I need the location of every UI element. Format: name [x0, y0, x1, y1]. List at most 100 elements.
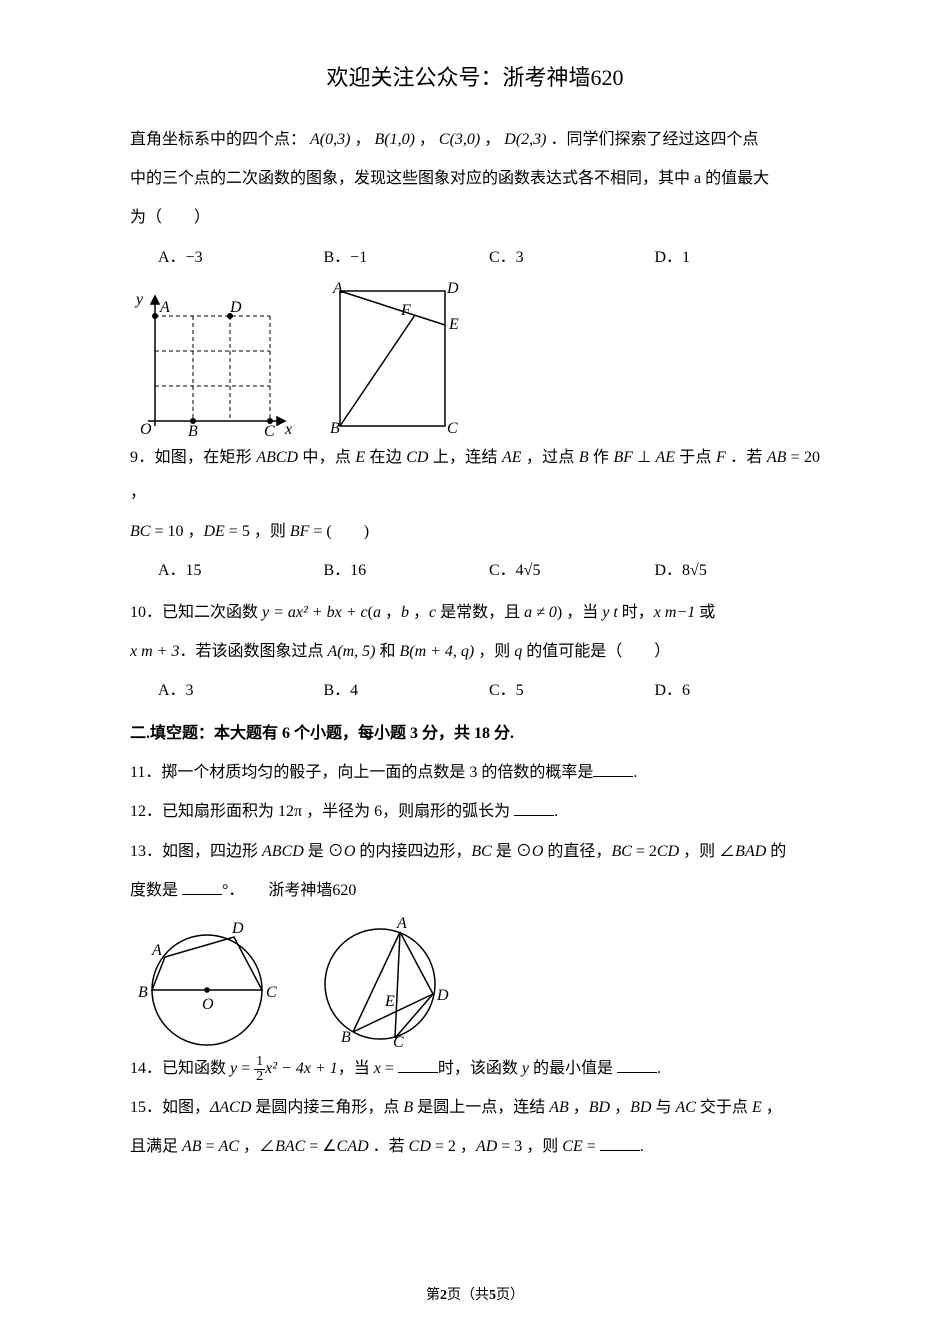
q10-xm1: x m−1	[654, 604, 695, 621]
q10-m2: 时，	[618, 604, 654, 621]
q10-m4: ，则	[474, 643, 514, 660]
q15-blank	[600, 1135, 640, 1151]
q15-ac2: AC	[219, 1138, 239, 1155]
q15-m3: 与	[651, 1099, 675, 1116]
q13-line2: 度数是 °． 浙考神墙620	[130, 873, 820, 908]
q10-m3: ．若该函数图象过点	[179, 643, 327, 660]
q8-optB: B．−1	[324, 240, 490, 275]
q13-m5: ，则 ∠	[679, 843, 735, 860]
q13-o2: O	[532, 843, 544, 860]
q9-optA: A．15	[158, 553, 324, 588]
q8-line1: 直角坐标系中的四个点： A(0,3) ， B(1,0) ， C(3,0) ， D…	[130, 122, 820, 157]
q15-eq3: = 2 ，	[431, 1138, 476, 1155]
q9-abcd: ABCD	[256, 449, 298, 466]
q9-ab: AB	[767, 449, 787, 466]
q15-cd: CD	[409, 1138, 431, 1155]
q13-bc: BC	[471, 843, 491, 860]
q8-ptA: A(0,3)	[310, 131, 350, 148]
footer-total: 5	[489, 1288, 496, 1303]
q10-c2: ，	[409, 604, 429, 621]
q13-o: O	[344, 843, 356, 860]
figures-q8-q9: y x O A B C D A B C D E F	[130, 281, 820, 436]
q13-cd: CD	[657, 843, 679, 860]
q10-line2: x m + 3．若该函数图象过点 A(m, 5) 和 B(m + 4, q) ，…	[130, 634, 820, 669]
q8-ptB: B(1,0)	[374, 131, 414, 148]
q9-eq10: = 10 ，	[150, 523, 203, 540]
q8-ptD: D(2,3)	[504, 131, 546, 148]
q14-m2: =	[381, 1060, 398, 1077]
q10-ptA: A(m, 5)	[327, 643, 375, 660]
q8-post: ．同学们探索了经过这四个点	[550, 131, 758, 148]
fig-circle2: A B C D E	[315, 912, 455, 1047]
q9-de: DE	[203, 523, 224, 540]
page-footer: 第2页（共5页）	[0, 1284, 950, 1304]
q14-den: 2	[254, 1070, 265, 1084]
q14-y2: y	[522, 1060, 529, 1077]
q10-c: c	[429, 604, 436, 621]
q9-ae: AE	[502, 449, 522, 466]
q9-m2: 在边	[365, 449, 406, 466]
q10-optC: C．5	[489, 673, 655, 708]
q9-bf2: BF	[290, 523, 310, 540]
q10-or: 或	[695, 604, 715, 621]
q8-line3: 为（ ）	[130, 200, 820, 235]
q10-b: b	[401, 604, 409, 621]
q9-m4: ，过点	[522, 449, 579, 466]
q15-m5: ．若	[369, 1138, 409, 1155]
q13-pre: 13．如图，四边形	[130, 843, 262, 860]
q13-eq: = 2	[632, 843, 657, 860]
footer-end: 页）	[496, 1288, 524, 1303]
q9-f: F	[716, 449, 726, 466]
q14-blank2	[617, 1057, 657, 1073]
q10-optB: B．4	[324, 673, 490, 708]
q15-line2: 且满足 AB = AC ，∠BAC = ∠CAD ．若 CD = 2 ，AD =…	[130, 1129, 820, 1164]
q10-func: y = ax² + bx + c	[262, 604, 368, 621]
fig8b-F: F	[400, 302, 411, 319]
q10-yt: y t	[602, 604, 618, 621]
fig13a-C: C	[266, 984, 277, 1001]
fig8b-D: D	[446, 281, 459, 297]
q9-m1: 中，点	[298, 449, 355, 466]
fig13b-A: A	[396, 915, 407, 932]
q10-xm3: x m + 3	[130, 643, 179, 660]
q12-text: 12．已知扇形面积为 12π ，半径为 6，则扇形的弧长为	[130, 803, 514, 820]
q15-ac: AC	[675, 1099, 695, 1116]
q14-m1: ，当	[338, 1060, 374, 1077]
q8-optA: A．−3	[158, 240, 324, 275]
q9-options: A．15 B．16 C．4√5 D．8√5	[130, 553, 820, 588]
q10-end: 的值可能是（ ）	[522, 643, 670, 660]
fig8b-E: E	[448, 316, 459, 333]
q14-m4: 的最小值是	[529, 1060, 617, 1077]
fig-rect: A B C D E F	[325, 281, 460, 436]
q9-pre: 9．如图，在矩形	[130, 449, 256, 466]
q15-m1: 是圆内接三角形，点	[251, 1099, 403, 1116]
q9-line2: BC = 10 ，DE = 5 ，则 BF = ( )	[130, 514, 820, 549]
q10-options: A．3 B．4 C．5 D．6	[130, 673, 820, 708]
q13-bad: BAD	[735, 843, 766, 860]
q10-optA: A．3	[158, 673, 324, 708]
fig13b-D: D	[436, 987, 449, 1004]
q15-b: B	[403, 1099, 413, 1116]
q10-pre: 10．已知二次函数	[130, 604, 262, 621]
q15-bd2: BD	[630, 1099, 651, 1116]
q10-aneq: a ≠ 0	[524, 604, 557, 621]
q10-and: 和	[375, 643, 399, 660]
q8-pre: 直角坐标系中的四个点：	[130, 131, 306, 148]
q8-optD: D．1	[655, 240, 821, 275]
footer-pre: 第	[426, 1288, 440, 1303]
q13-bc2: BC	[611, 843, 631, 860]
q9-end: = ( )	[309, 523, 369, 540]
fig13b-E: E	[384, 993, 395, 1010]
q15-m2: 是圆上一点，连结	[413, 1099, 549, 1116]
q15-pre: 15．如图，	[130, 1099, 210, 1116]
q9-m7: ．若	[726, 449, 767, 466]
header-title: 欢迎关注公众号：浙考神墙620	[130, 60, 820, 92]
q13-abcd: ABCD	[262, 843, 304, 860]
q15-eq2: = ∠	[305, 1138, 336, 1155]
q12-end: .	[554, 803, 558, 820]
q13-m4: 的直径，	[543, 843, 611, 860]
q13-l2: 度数是	[130, 882, 182, 899]
fig8a-B: B	[188, 423, 198, 436]
q15-m4: 交于点	[696, 1099, 752, 1116]
q8-options: A．−3 B．−1 C．3 D．1	[130, 240, 820, 275]
